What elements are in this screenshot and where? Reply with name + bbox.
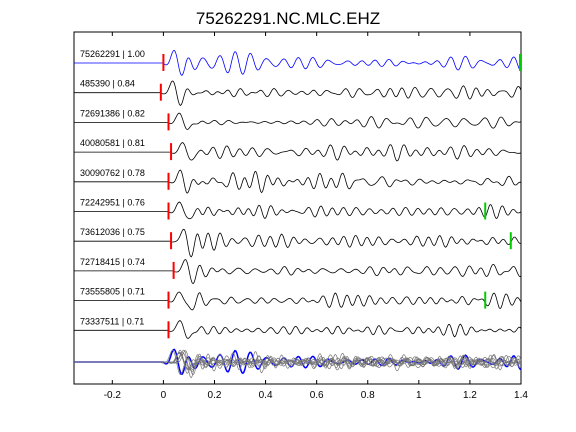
trace-label: 75262291 | 1.00 [80,49,145,59]
x-tick-label: 1.4 [514,390,528,401]
trace-label: 72691386 | 0.82 [80,108,145,118]
x-tick-label: 0.2 [208,390,222,401]
trace-label: 72242951 | 0.76 [80,198,145,208]
trace-waveform-73612036 [74,228,522,258]
pick-markers [159,54,521,339]
x-axis: -0.2 0 0.2 0.4 0.6 0.8 1 1.2 1.4 [104,32,528,401]
trace-label: 72718415 | 0.74 [80,257,145,267]
chart-title: 75262291.NC.MLC.EHZ [196,9,380,28]
x-tick-label: 0.6 [310,390,324,401]
trace-label: 73337511 | 0.71 [80,316,144,326]
trace-label: 485390 | 0.84 [80,79,135,89]
x-tick-label: 0.8 [361,390,375,401]
x-tick-label: 0.4 [259,390,273,401]
trace-waveform-30090762 [74,169,522,194]
trace-label: 30090762 | 0.78 [80,168,145,178]
trace-waveform-40080581 [74,142,522,162]
x-tick-label: 1 [416,390,422,401]
trace-label: 73612036 | 0.75 [80,227,145,237]
x-tick-label: -0.2 [104,390,122,401]
trace-waveform-73555805 [74,291,522,311]
trace-waveform-73337511 [74,320,522,339]
traces-layer [74,49,522,379]
trace-labels: 75262291 | 1.00 485390 | 0.84 72691386 | 0… [80,49,145,326]
trace-waveform-72718415 [74,259,522,285]
trace-waveform-485390 [74,80,522,106]
stack-waveform [74,349,522,379]
trace-waveform-75262291 [74,49,522,76]
plot-frame [73,31,522,385]
trace-waveform-72691386 [74,112,522,130]
trace-waveform-72242951 [74,201,522,220]
stack-waveform [74,352,522,371]
trace-label: 73555805 | 0.71 [80,287,145,297]
trace-label: 40080581 | 0.81 [80,138,145,148]
x-tick-label: 1.2 [463,390,477,401]
x-tick-label: 0 [161,390,167,401]
